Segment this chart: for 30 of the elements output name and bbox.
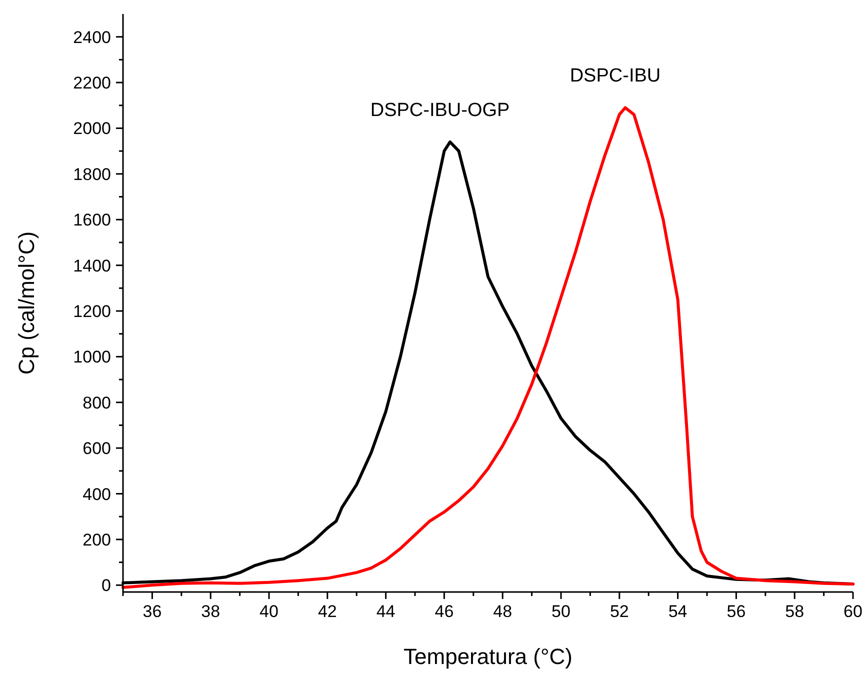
y-tick-label: 600 bbox=[82, 439, 111, 458]
y-tick-label: 2200 bbox=[73, 74, 111, 93]
x-tick-label: 36 bbox=[142, 602, 162, 621]
y-tick-label: 200 bbox=[82, 530, 111, 550]
x-tick-label: 56 bbox=[726, 602, 746, 621]
y-tick-label: 1600 bbox=[73, 210, 111, 230]
y-tick-label: 2000 bbox=[73, 119, 111, 138]
y-tick-label: 1000 bbox=[73, 348, 111, 367]
x-axis-title: Temperatura (°C) bbox=[404, 644, 572, 669]
x-tick-label: 38 bbox=[201, 602, 220, 621]
x-tick-label: 40 bbox=[260, 602, 278, 621]
y-tick-label: 1800 bbox=[73, 164, 111, 184]
x-tick-label: 54 bbox=[668, 602, 688, 621]
y-axis-title: Cp (cal/mol°C) bbox=[14, 231, 39, 375]
series-label: DSPC-IBU bbox=[570, 66, 661, 87]
x-tick-label: 46 bbox=[434, 602, 454, 621]
y-tick-label: 800 bbox=[82, 393, 111, 412]
y-tick-label: 1200 bbox=[73, 302, 111, 321]
x-tick-label: 48 bbox=[493, 602, 512, 621]
series-label: DSPC-IBU-OGP bbox=[370, 100, 510, 121]
x-tick-label: 60 bbox=[844, 602, 862, 621]
x-tick-label: 50 bbox=[552, 602, 570, 621]
y-tick-label: 1400 bbox=[73, 256, 111, 276]
y-tick-label: 0 bbox=[102, 576, 111, 596]
x-tick-label: 58 bbox=[785, 602, 804, 621]
x-tick-label: 44 bbox=[376, 602, 396, 621]
y-tick-label: 2400 bbox=[73, 28, 111, 47]
y-tick-label: 400 bbox=[82, 484, 111, 504]
x-tick-label: 42 bbox=[318, 602, 337, 621]
x-tick-label: 52 bbox=[610, 602, 629, 621]
